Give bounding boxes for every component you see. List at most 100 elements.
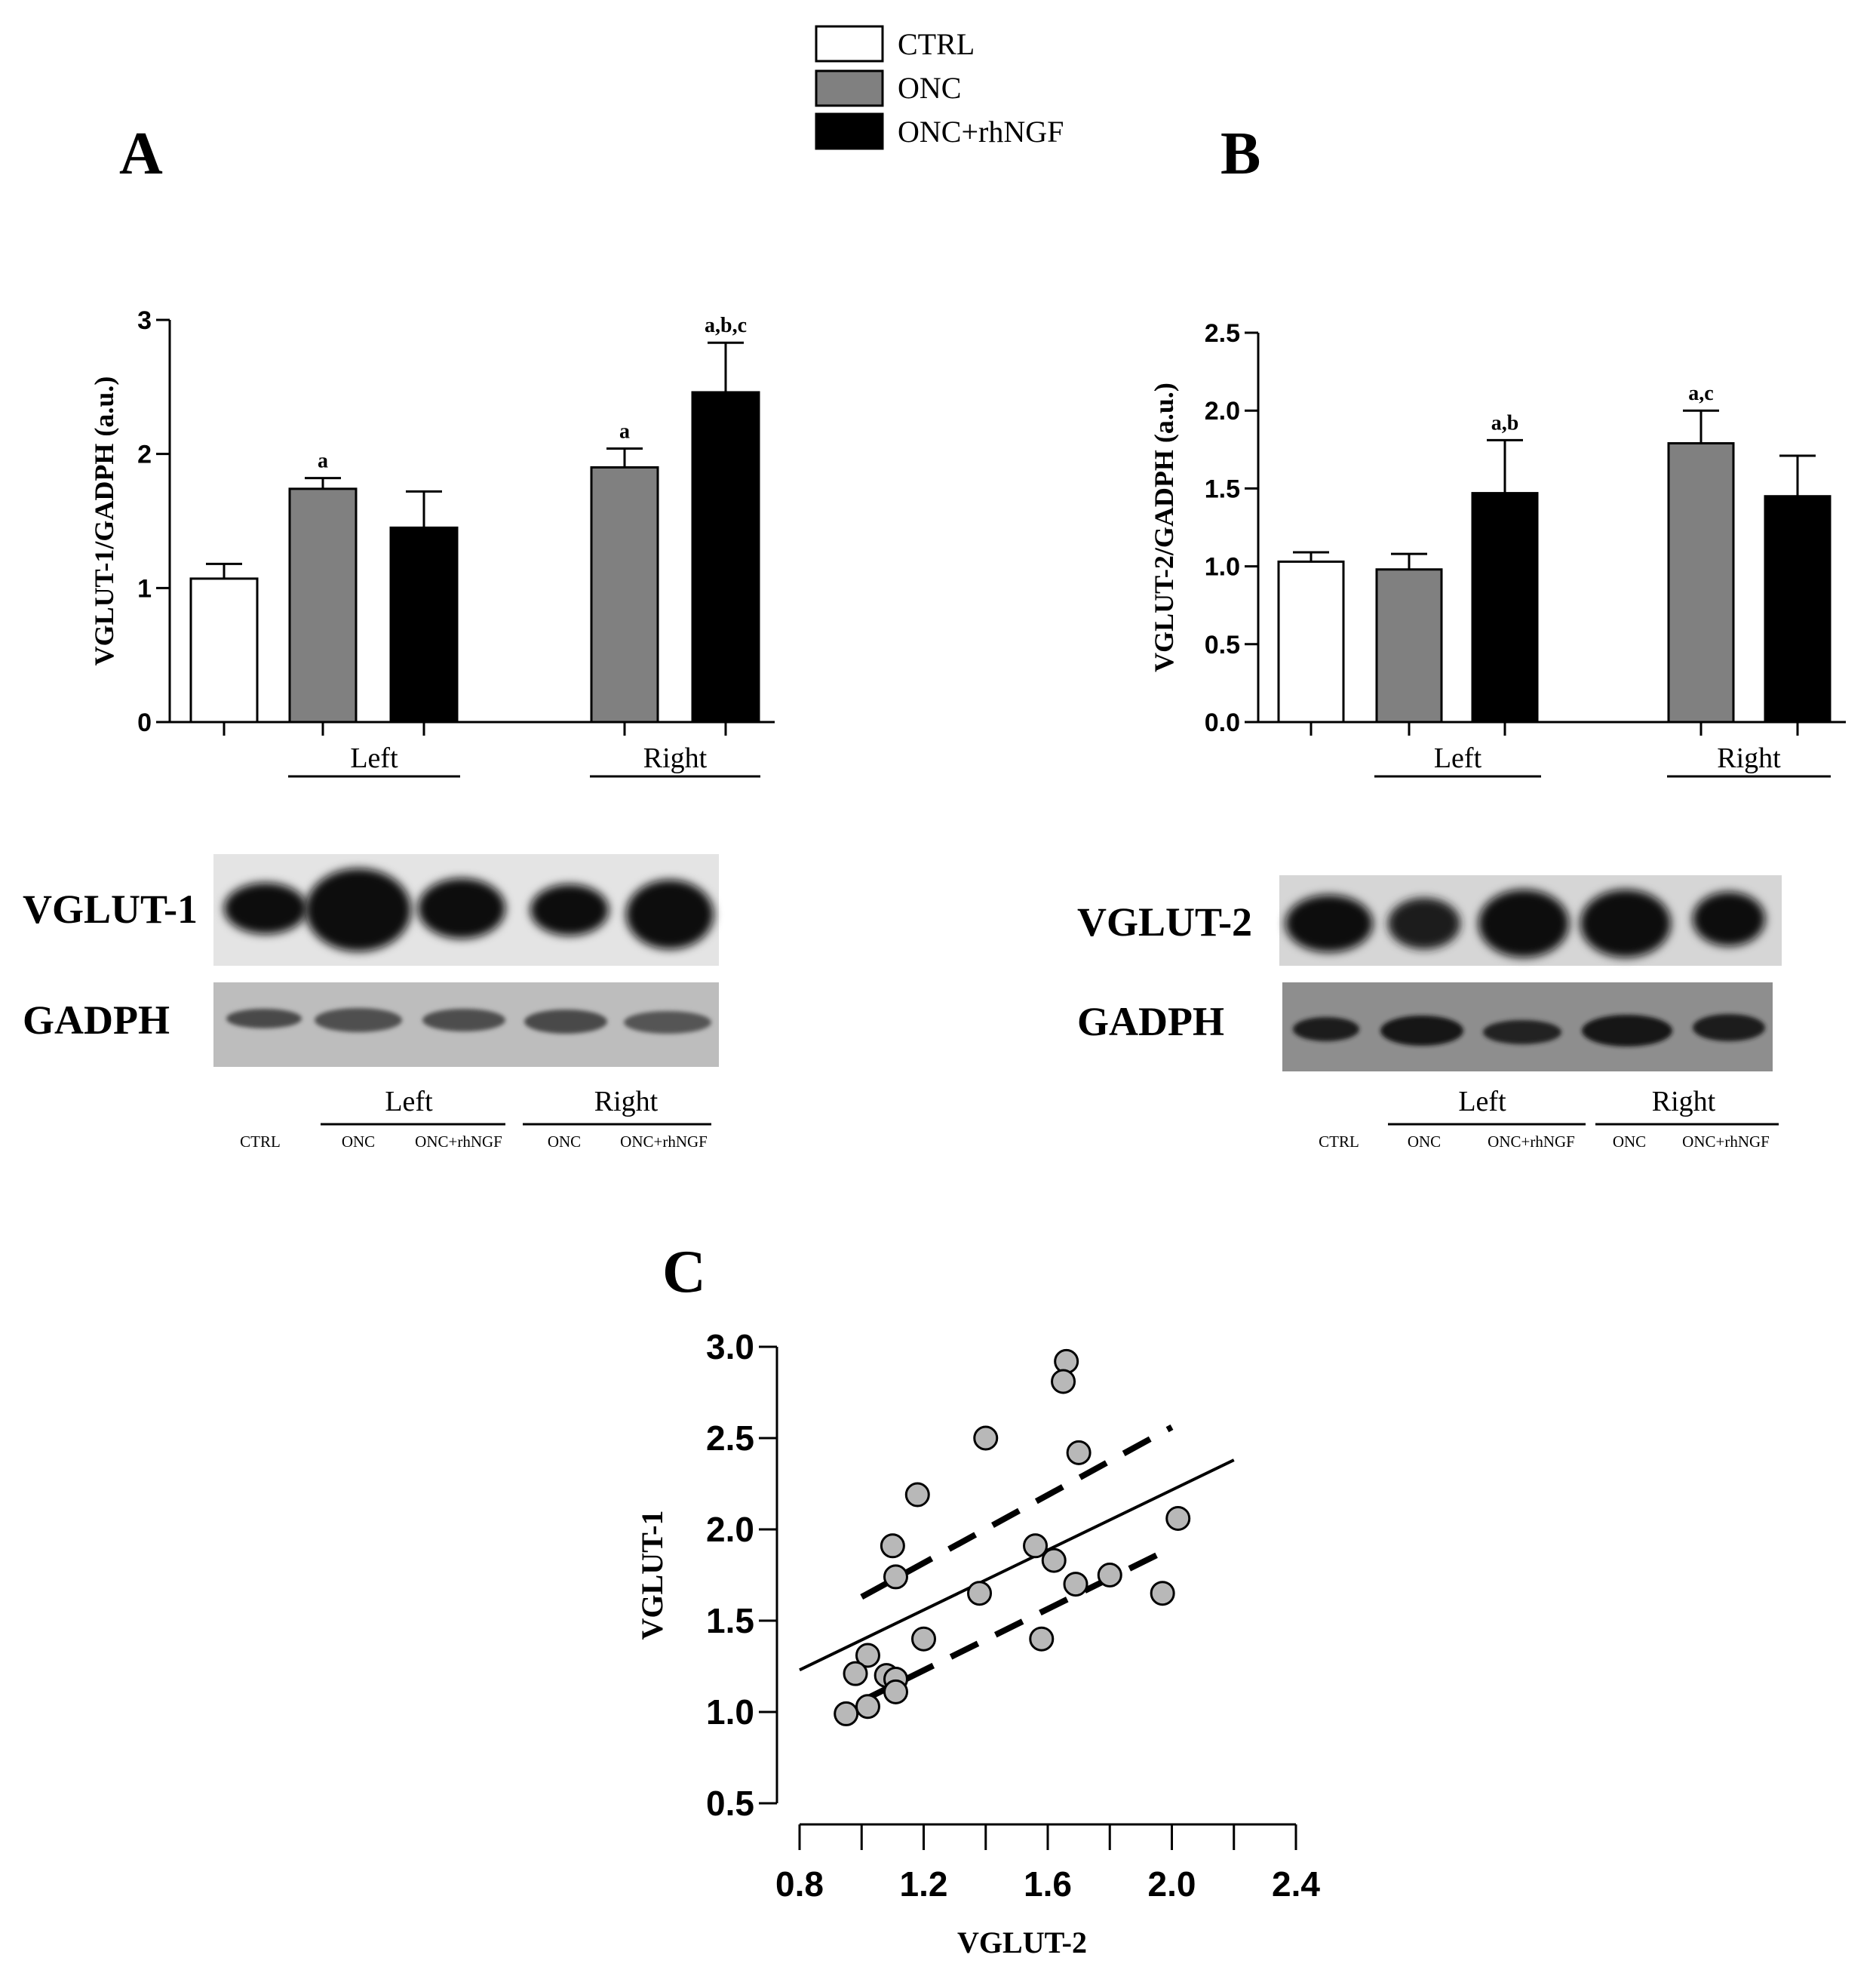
panel-letter-c: C — [662, 1239, 706, 1305]
group-label: Right — [643, 742, 708, 774]
blot-b-band — [1483, 1020, 1561, 1044]
blot-a-band — [224, 883, 307, 934]
blot-b-band — [1478, 890, 1569, 957]
blot-a-group-left: Left — [385, 1086, 433, 1117]
group-label: Left — [1434, 742, 1482, 774]
blot-b-lane-label: ONC+rhNGF — [1488, 1133, 1575, 1151]
blot-b-label-vglut2: VGLUT-2 — [1077, 899, 1252, 945]
blot-b-band — [1380, 1016, 1463, 1046]
chart-c-x-axis-label: VGLUT-2 — [957, 1926, 1087, 1959]
blot-b-band — [1693, 1014, 1765, 1041]
scatter-point — [904, 1482, 930, 1508]
blot-a-band — [418, 878, 505, 939]
y-tick-label: 2.0 — [706, 1510, 754, 1549]
blot-a-lane-label: ONC — [548, 1133, 581, 1151]
significance-annotation: a — [619, 420, 630, 444]
scatter-point — [1054, 1348, 1079, 1374]
western-blot-b: VGLUT-2 GADPH Left Right CTRL ONC ONC+rh… — [1077, 875, 1782, 1151]
significance-annotation: a,b — [1491, 411, 1519, 435]
bar-onc-rhngf — [1764, 495, 1831, 724]
x-tick-label: 1.2 — [900, 1864, 948, 1904]
y-tick-label: 2 — [137, 441, 152, 469]
y-tick-label: 0.5 — [1205, 631, 1240, 659]
scatter-point — [1097, 1563, 1122, 1587]
group-label: Right — [1717, 742, 1781, 774]
y-tick-label: 3 — [137, 306, 152, 335]
bar-onc — [590, 466, 659, 724]
blot-a-lane-label: ONC+rhNGF — [620, 1133, 708, 1151]
bar-onc-rhngf — [389, 526, 459, 724]
scatter-point — [967, 1581, 993, 1606]
blot-b-band — [1580, 890, 1671, 957]
group-label: Left — [350, 742, 398, 774]
legend-label-onc: ONC — [898, 71, 961, 105]
bar-onc — [1667, 442, 1735, 724]
y-tick-label: 1.0 — [1205, 553, 1240, 582]
chart-c: VGLUT-1 VGLUT-2 0.5 1.0 1.5 2.0 2.5 3.0 0.8 1.2… — [635, 1327, 1320, 1959]
blot-a-band — [524, 1010, 607, 1034]
y-tick-label: 0 — [137, 708, 152, 737]
blot-b-band — [1693, 892, 1765, 946]
blot-a-group-right: Right — [594, 1086, 659, 1117]
blot-a-band — [626, 880, 714, 949]
chart-a-y-axis-label: VGLUT-1/GADPH (a.u.) — [89, 376, 119, 666]
chart-b-y-axis-label: VGLUT-2/GADPH (a.u.) — [1149, 383, 1179, 672]
scatter-point — [1029, 1626, 1055, 1652]
western-blot-a: VGLUT-1 GADPH Left Right CTRL ONC ONC+rh… — [23, 854, 719, 1151]
blot-a-band — [530, 884, 609, 936]
bar-onc — [288, 487, 358, 724]
blot-b-band — [1293, 1017, 1359, 1041]
y-tick-label: 2.5 — [706, 1418, 754, 1458]
blot-b-group-right: Right — [1652, 1086, 1716, 1117]
blot-a-lane-label: ONC — [342, 1133, 375, 1151]
bar-onc-rhngf — [691, 391, 760, 724]
scatter-point — [1063, 1572, 1088, 1597]
blot-b-lane-label: ONC — [1613, 1133, 1646, 1151]
panel-letter-b: B — [1220, 121, 1260, 187]
x-tick-label: 2.0 — [1148, 1864, 1196, 1904]
chart-c-y-axis-label: VGLUT-1 — [635, 1511, 669, 1640]
bar-ctrl — [1277, 560, 1345, 724]
bar-ctrl — [189, 577, 259, 724]
legend-label-ctrl: CTRL — [898, 27, 975, 61]
regression-line — [799, 1458, 1235, 1672]
blot-b-lane-label: ONC — [1408, 1133, 1441, 1151]
scatter-point — [883, 1679, 908, 1704]
scatter-point — [880, 1533, 905, 1559]
blot-a-band — [422, 1009, 505, 1031]
significance-annotation: a,b,c — [705, 314, 747, 337]
x-tick-label: 1.6 — [1024, 1864, 1072, 1904]
blot-b-group-left: Left — [1458, 1086, 1506, 1117]
y-tick-label: 1.0 — [706, 1692, 754, 1732]
confidence-band-upper — [860, 1424, 1174, 1600]
y-tick-label: 1 — [137, 574, 152, 603]
blot-b-band — [1388, 898, 1460, 949]
y-tick-label: 0.0 — [1205, 708, 1240, 737]
scatter-point — [883, 1564, 908, 1590]
bar-onc-rhngf — [1471, 492, 1539, 724]
y-tick-label: 3.0 — [706, 1327, 754, 1366]
scatter-point — [834, 1701, 859, 1726]
x-tick-label: 2.4 — [1272, 1864, 1320, 1904]
bar-onc — [1375, 568, 1443, 724]
legend-swatch-onc-rhngf — [815, 112, 884, 150]
blot-a-band — [226, 1009, 302, 1028]
legend: CTRL ONC ONC+rhNGF — [815, 25, 1064, 150]
blot-a-band — [315, 1008, 402, 1032]
scatter-point — [1066, 1440, 1092, 1465]
scatter-point — [1041, 1547, 1067, 1573]
legend-swatch-onc — [815, 69, 884, 107]
confidence-band-lower — [860, 1544, 1174, 1704]
scatter-point — [973, 1425, 999, 1451]
blot-a-band — [306, 868, 411, 951]
scatter-point — [843, 1661, 868, 1686]
scatter-point — [1150, 1581, 1175, 1606]
scatter-point — [1051, 1369, 1076, 1394]
legend-label-onc-rhngf: ONC+rhNGF — [898, 115, 1064, 149]
blot-b-lane-label: CTRL — [1319, 1133, 1359, 1151]
blot-b-label-gadph: GADPH — [1077, 999, 1224, 1044]
scatter-point — [1165, 1505, 1191, 1531]
scatter-point — [911, 1626, 936, 1652]
chart-a: VGLUT-1/GADPH (a.u.) 0 1 2 3 a a a,b,c Left Ri… — [89, 306, 775, 778]
scatter-point — [855, 1643, 880, 1668]
